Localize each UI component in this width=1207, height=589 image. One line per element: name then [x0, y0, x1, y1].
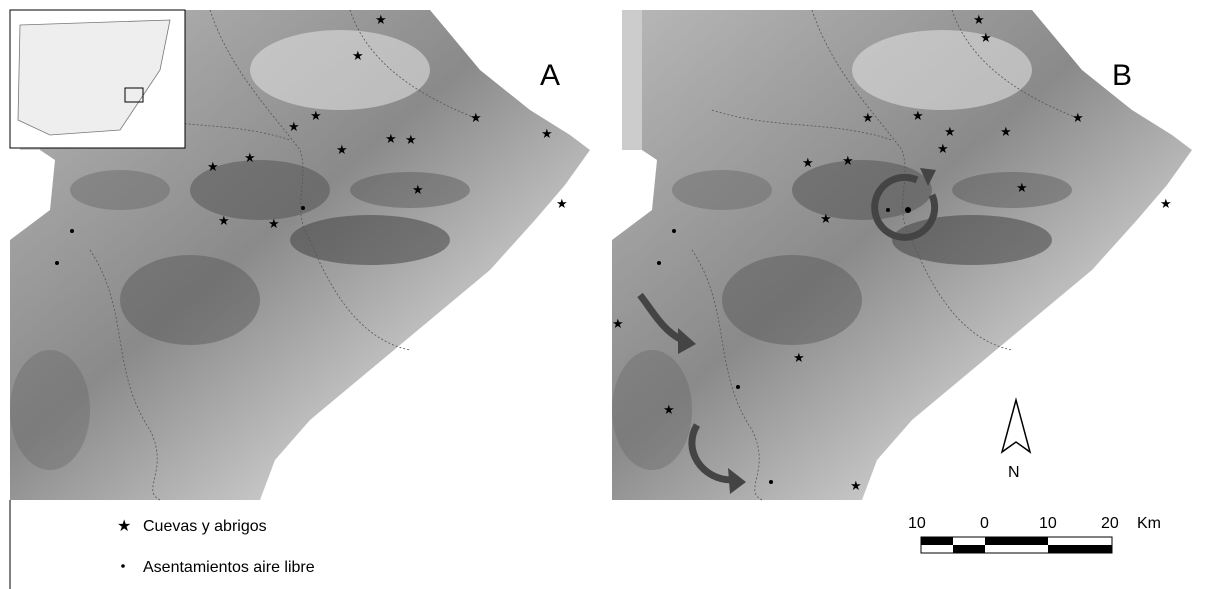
cave-site: ★ [862, 110, 874, 125]
scale-segment [1048, 545, 1112, 553]
cave-site: ★ [405, 132, 417, 147]
open-air-site [657, 261, 661, 265]
cave-site: ★ [820, 211, 832, 226]
open-air-site [70, 229, 74, 233]
legend-label: Cuevas y abrigos [143, 518, 267, 535]
cave-site: ★ [944, 124, 956, 139]
cave-site: ★ [244, 150, 256, 165]
north-label: N [1008, 464, 1020, 481]
cave-site: ★ [912, 108, 924, 123]
curved-arrow [637, 292, 684, 344]
scale-unit: Km [1137, 515, 1161, 532]
cave-site: ★ [207, 159, 219, 174]
open-air-site [736, 385, 740, 389]
cave-site: ★ [612, 316, 624, 331]
cave-site: ★ [980, 30, 992, 45]
curved-arrow [688, 423, 733, 484]
scale-label: 0 [980, 515, 989, 532]
cave-site: ★ [541, 126, 553, 141]
cave-site: ★ [268, 216, 280, 231]
open-air-site [672, 229, 676, 233]
cave-site: ★ [1160, 196, 1172, 211]
cave-site: ★ [288, 119, 300, 134]
legend-symbol [121, 564, 125, 568]
cave-site: ★ [385, 131, 397, 146]
arrowhead [920, 168, 936, 186]
cave-site: ★ [802, 155, 814, 170]
circular-arrow [871, 173, 939, 241]
study-area [124, 87, 144, 103]
scale-label: 10 [908, 515, 926, 532]
cave-site: ★ [663, 402, 675, 417]
open-air-site [55, 261, 59, 265]
cave-site: ★ [310, 108, 322, 123]
cave-site: ★ [1016, 180, 1028, 195]
cave-site: ★ [850, 478, 862, 493]
cave-site: ★ [352, 48, 364, 63]
panel-label: A [540, 59, 560, 92]
cave-site: ★ [556, 196, 568, 211]
inset-map [9, 9, 186, 149]
scale-segment [921, 537, 953, 545]
cave-site: ★ [336, 142, 348, 157]
scale-segment [953, 545, 985, 553]
open-air-site [769, 480, 773, 484]
scale-bar: 10 0 10 20 Km [908, 515, 1161, 554]
north-arrow [1000, 397, 1032, 454]
open-air-site [905, 207, 911, 213]
legend-label: Asentamientos aire libre [143, 559, 315, 576]
scale-label: 10 [1039, 515, 1057, 532]
arrowhead [728, 468, 746, 494]
cave-site: ★ [1000, 124, 1012, 139]
open-air-site [886, 208, 890, 212]
open-air-site [301, 206, 305, 210]
scale-segment [985, 537, 1048, 545]
cave-site: ★ [842, 153, 854, 168]
cave-site: ★ [470, 110, 482, 125]
cave-site: ★ [1072, 110, 1084, 125]
cave-site: ★ [793, 350, 805, 365]
legend-symbol: ★ [117, 518, 131, 535]
movement-arrows [637, 173, 939, 484]
scale-label: 20 [1101, 515, 1119, 532]
cave-site: ★ [375, 12, 387, 27]
arrowhead [678, 328, 696, 354]
panel-b: ★ ★ ★ ★ ★ ★ ★ ★ ★ ★ ★ ★ ★ ★ ★ ★ ★ B [611, 9, 1193, 501]
cave-site: ★ [218, 213, 230, 228]
iberia [17, 19, 171, 136]
cave-site: ★ [412, 182, 424, 197]
cave-site: ★ [973, 12, 985, 27]
cave-site: ★ [937, 141, 949, 156]
panel-a: ★ ★ ★ ★ ★ ★ ★ ★ ★ ★ ★ ★ ★ ★ ★ A [9, 9, 591, 501]
panel-label: B [1112, 59, 1132, 92]
